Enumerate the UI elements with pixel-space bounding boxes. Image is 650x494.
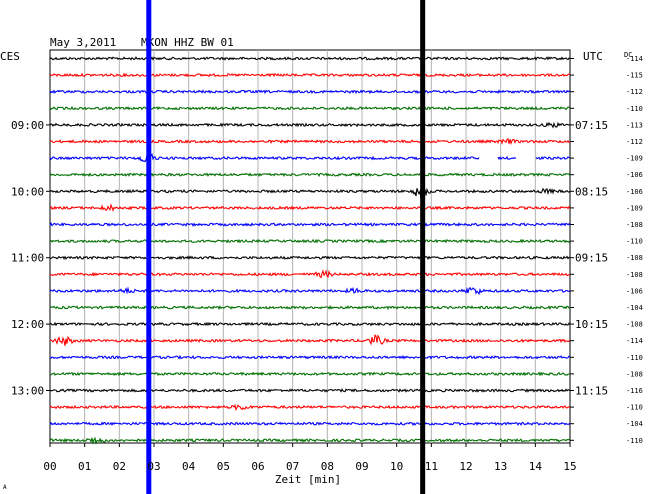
trace-group xyxy=(49,56,574,445)
dc-label: DC xyxy=(624,51,632,59)
x-tick-label: 12 xyxy=(459,460,472,473)
header-station: MKON HHZ BW 01 xyxy=(141,36,234,49)
x-tick-label: 05 xyxy=(217,460,230,473)
dc-offset-label: -110 xyxy=(626,105,643,113)
x-tick-label: 06 xyxy=(251,460,264,473)
trace-row-13 xyxy=(49,269,571,279)
x-tick-label: 08 xyxy=(321,460,334,473)
dc-offset-label: -104 xyxy=(626,420,643,428)
dc-offset-label: -110 xyxy=(626,437,643,445)
dc-offset-label: -108 xyxy=(626,254,643,262)
trace-row-16 xyxy=(49,321,571,327)
marker-group xyxy=(146,0,426,494)
x-tick-label: 01 xyxy=(78,460,91,473)
dc-offset-label: -106 xyxy=(626,287,643,295)
dc-offset-label: -106 xyxy=(626,171,643,179)
header-date: May 3,2011 xyxy=(50,36,116,49)
trace-row-18 xyxy=(49,354,571,360)
dc-offset-label: -110 xyxy=(626,354,643,362)
dc-offset-label: -116 xyxy=(626,387,643,395)
right-time-label: 10:15 xyxy=(575,318,608,331)
label-group: 00 01 02 03 04 05 06 07 08 09 10 11 12 13 14 15 -114 -115… xyxy=(11,55,643,473)
x-tick-label: 02 xyxy=(113,460,126,473)
x-tick-label: 15 xyxy=(563,460,576,473)
trace-row-14 xyxy=(49,286,571,296)
dc-offset-label: -112 xyxy=(626,88,643,96)
trace-row-12 xyxy=(49,255,571,261)
trace-row-17 xyxy=(49,333,571,346)
trace-row-19 xyxy=(49,371,571,377)
trace-row-10 xyxy=(49,221,571,227)
dc-offset-label: -110 xyxy=(626,238,643,246)
trace-row-6 xyxy=(49,153,571,163)
trace-row-0 xyxy=(49,56,571,61)
trace-row-3 xyxy=(49,105,571,111)
trace-row-8 xyxy=(49,185,571,199)
trace-row-21 xyxy=(49,403,571,412)
dc-offset-label: -104 xyxy=(626,304,643,312)
vertical-marker xyxy=(420,0,426,494)
footer-mark: A xyxy=(3,484,7,491)
x-tick-label: 14 xyxy=(529,460,543,473)
trace-row-4 xyxy=(49,121,571,129)
x-tick-label: 03 xyxy=(147,460,160,473)
dc-offset-label: -112 xyxy=(626,138,643,146)
dc-offset-label: -108 xyxy=(626,321,643,329)
left-zone-label: CES xyxy=(0,50,20,63)
right-time-label: 07:15 xyxy=(575,119,608,132)
left-time-label: 12:00 xyxy=(11,318,44,331)
dc-offset-label: -106 xyxy=(626,188,643,196)
trace-row-23 xyxy=(49,436,571,445)
x-tick-label: 09 xyxy=(355,460,368,473)
dc-offset-label: -109 xyxy=(626,155,643,163)
x-tick-label: 13 xyxy=(494,460,507,473)
trace-row-15 xyxy=(50,305,571,310)
dc-offset-label: -115 xyxy=(626,72,643,80)
dc-offset-label: -113 xyxy=(626,121,643,129)
dc-offset-label: -108 xyxy=(626,221,643,229)
trace-row-20 xyxy=(49,388,571,393)
trace-row-7 xyxy=(49,172,571,178)
dc-offset-label: -114 xyxy=(626,337,643,345)
trace-row-2 xyxy=(49,89,571,95)
right-time-label: 09:15 xyxy=(575,252,608,265)
left-time-label: 10:00 xyxy=(11,185,44,198)
trace-row-9 xyxy=(49,203,571,212)
trace-row-5 xyxy=(49,137,570,146)
trace-row-11 xyxy=(49,238,571,244)
trace-row-1 xyxy=(49,72,571,78)
trace-row-22 xyxy=(49,421,571,427)
right-time-label: 11:15 xyxy=(575,385,608,398)
vertical-marker xyxy=(146,0,152,494)
left-time-label: 13:00 xyxy=(11,385,44,398)
x-tick-label: 07 xyxy=(286,460,299,473)
dc-offset-label: -108 xyxy=(626,271,643,279)
right-time-label: 08:15 xyxy=(575,185,608,198)
x-axis-label: Zeit [min] xyxy=(275,473,341,486)
x-tick-label: 04 xyxy=(182,460,196,473)
x-tick-label: 11 xyxy=(425,460,438,473)
dc-offset-label: -109 xyxy=(626,204,643,212)
x-tick-label: 10 xyxy=(390,460,403,473)
grid-lines xyxy=(49,50,571,447)
right-zone-label: UTC xyxy=(583,50,603,63)
plot-frame xyxy=(49,49,571,444)
left-time-label: 11:00 xyxy=(11,252,44,265)
dc-offset-label: -114 xyxy=(626,55,643,63)
left-time-label: 09:00 xyxy=(11,119,44,132)
x-tick-label: 00 xyxy=(43,460,56,473)
dc-offset-label: -110 xyxy=(626,404,643,412)
dc-offset-label: -108 xyxy=(626,370,643,378)
